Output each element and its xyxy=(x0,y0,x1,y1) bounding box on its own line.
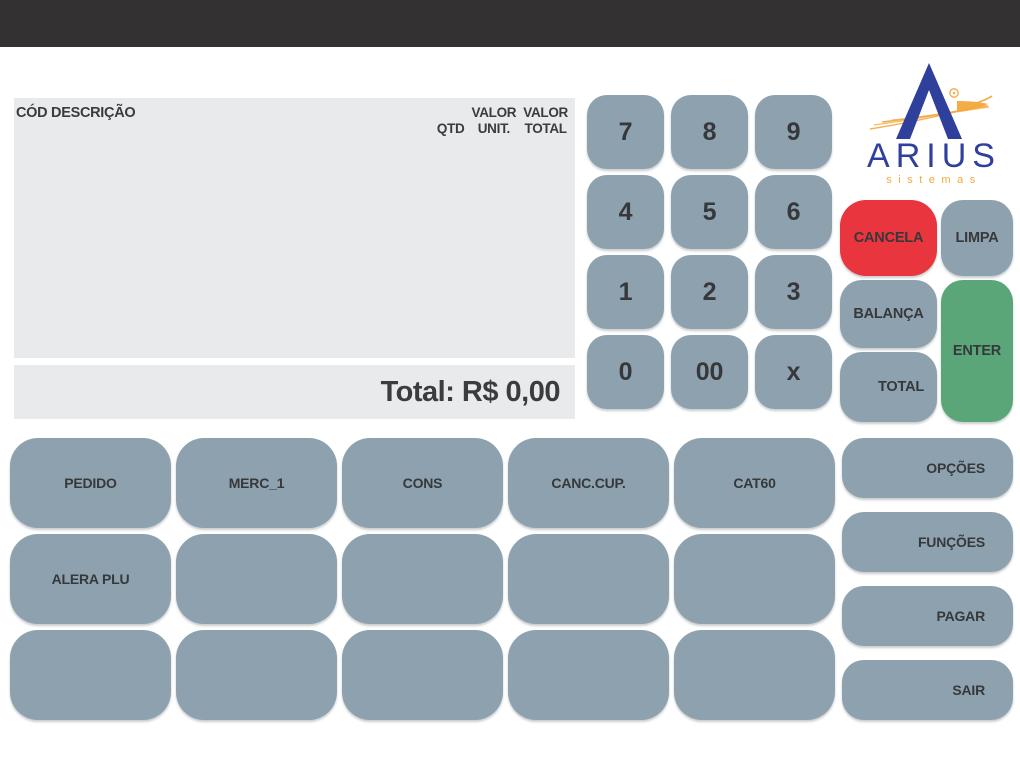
logo-brand-text: ARIUS xyxy=(867,137,1001,175)
side-menu-functions-button[interactable]: FUNÇÕES xyxy=(842,512,1013,572)
quick-key-merc-1[interactable]: MERC_1 xyxy=(176,438,337,528)
enter-button[interactable]: ENTER xyxy=(941,280,1013,422)
column-header-qty: QTD xyxy=(436,120,465,136)
quick-key-empty[interactable] xyxy=(508,534,669,624)
total-bar: Total: R$ 0,00 xyxy=(14,365,575,419)
side-menu-exit-button[interactable]: SAIR xyxy=(842,660,1013,720)
keypad-key-5[interactable]: 5 xyxy=(671,175,748,249)
quick-key-empty[interactable] xyxy=(674,534,835,624)
keypad-key-4[interactable]: 4 xyxy=(587,175,664,249)
quick-key-pedido[interactable]: PEDIDO xyxy=(10,438,171,528)
keypad-key-0[interactable]: 0 xyxy=(587,335,664,409)
side-menu: OPÇÕES FUNÇÕES PAGAR SAIR xyxy=(842,438,1013,720)
item-list-panel: CÓD DESCRIÇÃO QTD VALOR UNIT. VALOR TOTA… xyxy=(14,98,575,358)
item-list-header: CÓD DESCRIÇÃO QTD VALOR UNIT. VALOR TOTA… xyxy=(14,98,575,136)
scale-button[interactable]: BALANÇA xyxy=(840,280,937,348)
column-header-total-value: VALOR TOTAL xyxy=(523,105,568,136)
side-menu-pay-button[interactable]: PAGAR xyxy=(842,586,1013,646)
quick-keys-grid: PEDIDO MERC_1 CONS CANC.CUP. CAT60 ALERA… xyxy=(10,438,835,720)
keypad-key-7[interactable]: 7 xyxy=(587,95,664,169)
quick-key-cons[interactable]: CONS xyxy=(342,438,503,528)
keypad-key-3[interactable]: 3 xyxy=(755,255,832,329)
quick-key-empty[interactable] xyxy=(508,630,669,720)
column-header-code-description: CÓD DESCRIÇÃO xyxy=(16,105,136,121)
keypad-key-8[interactable]: 8 xyxy=(671,95,748,169)
clear-button[interactable]: LIMPA xyxy=(941,200,1013,276)
total-button[interactable]: TOTAL xyxy=(840,352,937,422)
logo-swoosh-icon xyxy=(869,95,993,130)
quick-key-empty[interactable] xyxy=(176,630,337,720)
quick-key-empty[interactable] xyxy=(176,534,337,624)
arius-logo: ARIUS sistemas xyxy=(867,63,1001,186)
logo-a-mark-icon xyxy=(896,63,962,139)
quick-key-empty[interactable] xyxy=(342,630,503,720)
keypad-key-00[interactable]: 00 xyxy=(671,335,748,409)
quick-key-canc-cup[interactable]: CANC.CUP. xyxy=(508,438,669,528)
keypad-key-9[interactable]: 9 xyxy=(755,95,832,169)
item-list-header-right: QTD VALOR UNIT. VALOR TOTAL xyxy=(437,105,568,136)
side-menu-options-button[interactable]: OPÇÕES xyxy=(842,438,1013,498)
logo-subtitle-text: sistemas xyxy=(886,174,981,186)
quick-key-empty[interactable] xyxy=(342,534,503,624)
quick-key-cat60[interactable]: CAT60 xyxy=(674,438,835,528)
cancel-button[interactable]: CANCELA xyxy=(840,200,937,276)
column-header-unit-value: VALOR UNIT. xyxy=(471,105,517,136)
keypad-key-6[interactable]: 6 xyxy=(755,175,832,249)
keypad-key-2[interactable]: 2 xyxy=(671,255,748,329)
keypad-key-multiply[interactable]: x xyxy=(755,335,832,409)
numeric-keypad: 7 8 9 4 5 6 1 2 3 0 00 x xyxy=(587,95,832,409)
logo-spiral-icon xyxy=(949,88,959,98)
quick-key-empty[interactable] xyxy=(10,630,171,720)
keypad-key-1[interactable]: 1 xyxy=(587,255,664,329)
quick-key-empty[interactable] xyxy=(674,630,835,720)
quick-key-alera-plu[interactable]: ALERA PLU xyxy=(10,534,171,624)
total-display: Total: R$ 0,00 xyxy=(380,375,561,408)
title-bar xyxy=(0,0,1020,47)
